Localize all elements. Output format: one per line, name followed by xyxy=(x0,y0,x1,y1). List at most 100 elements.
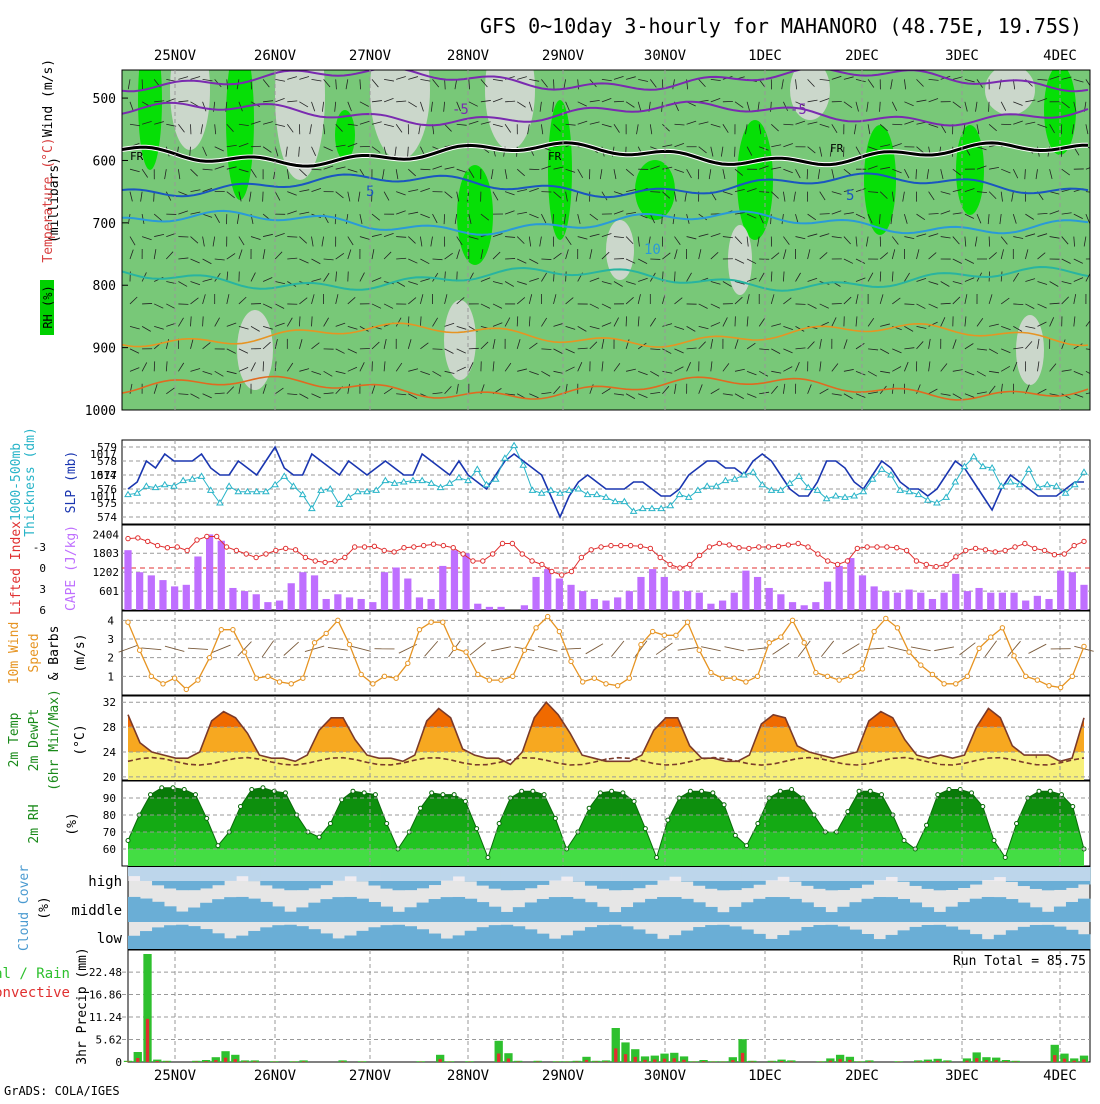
cloud-level-high: high xyxy=(88,874,122,890)
lifted-marker xyxy=(146,539,150,543)
precip-conv-bar xyxy=(497,1054,500,1062)
wind-speed-marker xyxy=(476,672,480,676)
lifted-marker xyxy=(372,544,376,548)
cloud-bar xyxy=(681,899,693,922)
cape-bar xyxy=(311,575,318,610)
cape-bar xyxy=(183,585,190,610)
precip-conv-bar xyxy=(917,1061,920,1062)
freezing-label-c: FR xyxy=(830,142,844,155)
wind-speed-marker xyxy=(650,629,654,633)
cloud-bar xyxy=(260,902,272,922)
rh-marker xyxy=(711,791,715,795)
cloud-bar xyxy=(958,930,970,949)
rh-marker xyxy=(947,788,951,792)
lifted-marker xyxy=(520,552,524,556)
wind-speed-marker xyxy=(289,682,293,686)
cloud-bars xyxy=(128,867,1090,949)
rh-marker xyxy=(880,793,884,797)
cloud-bar xyxy=(621,907,633,922)
upper-barb xyxy=(142,303,152,304)
precip-conv-bar xyxy=(585,1060,588,1062)
cloud-bar xyxy=(332,897,344,922)
lifted-tick: 3 xyxy=(39,583,46,596)
cloud-bar xyxy=(597,925,609,949)
wind-tick: 4 xyxy=(107,614,114,627)
lifted-marker xyxy=(697,553,701,557)
date-label-top: 4DEC xyxy=(1043,48,1077,64)
cloud-bar xyxy=(417,903,429,922)
cape-bar xyxy=(777,594,784,610)
wind-speed-marker xyxy=(884,616,888,620)
slp-frame xyxy=(122,440,1090,524)
cloud-bar xyxy=(405,926,417,949)
rh-marker xyxy=(925,823,929,827)
precip-conv-bar xyxy=(829,1061,832,1062)
rh-band xyxy=(122,832,1090,849)
wind-speed-marker xyxy=(546,614,550,618)
cape-bar xyxy=(323,599,330,610)
wind-speed-marker xyxy=(814,670,818,674)
cloud-bar xyxy=(862,899,874,922)
wind-speed-marker xyxy=(1000,626,1004,630)
cloud-bar xyxy=(621,926,633,949)
lifted-marker xyxy=(421,543,425,547)
rh-blob xyxy=(370,20,430,160)
cape-tick: 2404 xyxy=(93,528,120,541)
wind-speed-marker xyxy=(499,678,503,682)
rh-blob xyxy=(237,310,273,390)
wind-speed-marker xyxy=(604,682,608,686)
wind-speed-marker xyxy=(522,648,526,652)
lifted-marker xyxy=(244,552,248,556)
wind-speed-marker xyxy=(732,676,736,680)
wind-speed-marker xyxy=(184,687,188,691)
lifted-marker xyxy=(826,559,830,563)
wind-speed-marker xyxy=(417,627,421,631)
temp-label-d: (°C) xyxy=(73,724,88,755)
cloud-bar xyxy=(874,939,886,949)
cloud-bar xyxy=(320,899,332,922)
precip-conv-bar xyxy=(624,1054,627,1062)
cloud-bar xyxy=(741,902,753,922)
cape-bar xyxy=(742,571,749,610)
upper-barb xyxy=(154,192,155,202)
wind-speed-marker xyxy=(382,674,386,678)
rh-marker xyxy=(610,789,614,793)
cloud-bar xyxy=(573,931,585,949)
cloud-bar xyxy=(200,903,212,922)
cape-bar xyxy=(439,566,446,610)
date-label-bottom: 27NOV xyxy=(349,1068,392,1084)
rh-marker xyxy=(722,803,726,807)
cloud-bar xyxy=(152,902,164,922)
lifted-marker xyxy=(155,543,159,547)
cape-bar xyxy=(894,593,901,610)
cloud-bar xyxy=(405,907,417,922)
cloud-bar xyxy=(140,899,152,922)
cloud-bar xyxy=(561,897,573,922)
cloud-bar xyxy=(898,930,910,949)
rh-marker xyxy=(936,793,940,797)
cloud-bar xyxy=(886,897,898,922)
rh-marker xyxy=(373,793,377,797)
precip-conv-bar xyxy=(673,1058,676,1062)
upper-barb xyxy=(880,272,881,282)
cloud-bar xyxy=(344,897,356,922)
cape-bar xyxy=(579,591,586,610)
cloud-bar xyxy=(236,897,248,922)
cloud-bar xyxy=(813,907,825,922)
cape-bar xyxy=(358,599,365,610)
cloud-label-a: Cloud Cover xyxy=(17,865,32,951)
cape-bar xyxy=(836,566,843,610)
cape-tick: 1202 xyxy=(93,566,120,579)
lifted-marker xyxy=(205,534,209,538)
cape-bar xyxy=(474,604,481,610)
precip-conv-bar xyxy=(653,1059,656,1062)
date-label-top: 26NOV xyxy=(254,48,297,64)
lifted-marker xyxy=(175,545,179,549)
rh-marker xyxy=(452,793,456,797)
wind-speed-marker xyxy=(1024,674,1028,678)
cloud-bar xyxy=(188,908,200,922)
upper-label-rh: RH (%) xyxy=(41,285,55,328)
